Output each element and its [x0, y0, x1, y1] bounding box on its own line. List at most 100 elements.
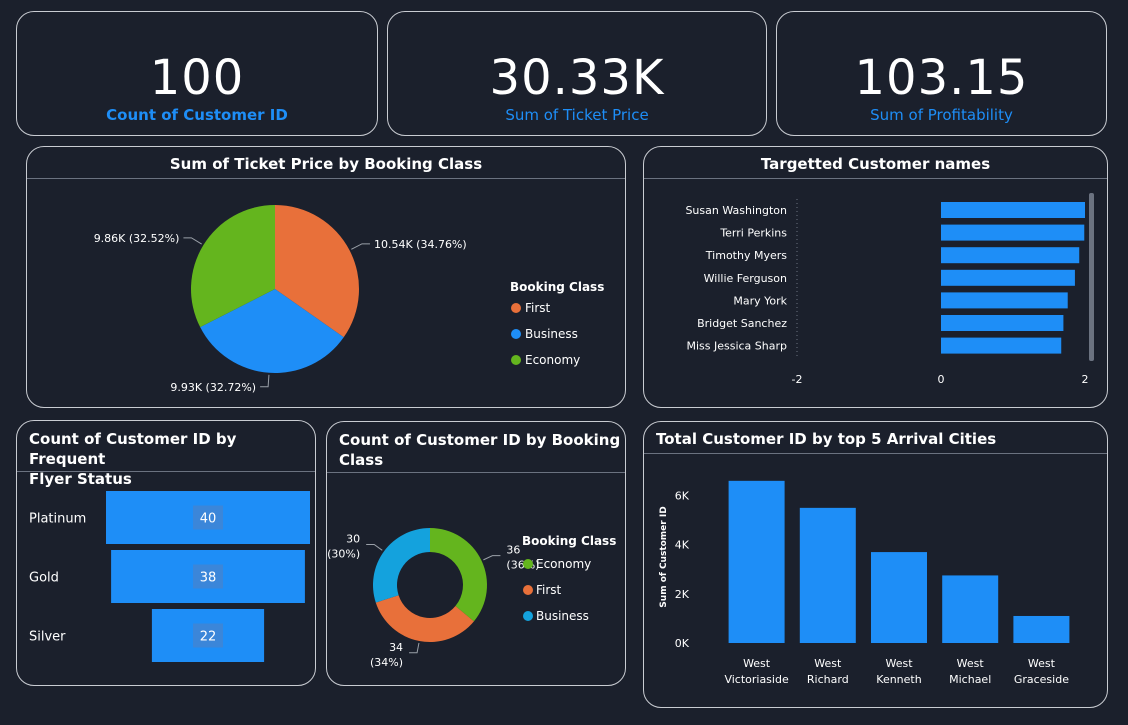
- chart-title-line-2: Class: [339, 451, 384, 469]
- category-label: Susan Washington: [685, 204, 787, 217]
- bar: [942, 575, 999, 643]
- bar: [728, 480, 785, 643]
- booking-class-donut-chart: 36 (36%) 34 (34%) 30 (30%) Booking Class Econom…: [327, 528, 616, 669]
- y-axis-label: Sum of Customer ID: [659, 506, 669, 607]
- pie-data-label: 9.86K (32.52%): [94, 232, 180, 245]
- kpi-label: Sum of Profitability: [870, 106, 1013, 124]
- legend-marker-business: [511, 329, 521, 339]
- y-tick-label: 2K: [675, 588, 690, 601]
- legend-title: Booking Class: [510, 280, 604, 294]
- data-label-box: [193, 623, 223, 648]
- bar: [941, 269, 1075, 286]
- legend-item-business: Business: [525, 327, 578, 341]
- kpi-label: Sum of Ticket Price: [505, 106, 649, 124]
- category-label: Timothy Myers: [705, 249, 787, 262]
- pie-leader-line: [260, 374, 270, 388]
- kpi-card-customer-count[interactable]: 100 Count of Customer ID: [16, 11, 378, 136]
- x-tick-label: 2: [1082, 373, 1089, 386]
- chart-title-line-1: Count of Customer ID by Booking: [339, 431, 621, 449]
- pie-slice-business: [200, 289, 344, 373]
- x-tick-label: West: [885, 657, 913, 670]
- donut-slice-first: [375, 595, 474, 642]
- donut-data-label-pct: (34%): [370, 656, 403, 669]
- x-tick-label: West: [957, 657, 985, 670]
- category-label: Miss Jessica Sharp: [686, 340, 787, 353]
- title-divider: [27, 178, 625, 179]
- donut-slice-economy: [430, 528, 487, 622]
- legend-marker-economy: [511, 355, 521, 365]
- chart-title: Count of Customer ID by Frequent Flyer S…: [29, 429, 315, 489]
- title-divider: [644, 453, 1107, 454]
- bar: [799, 507, 856, 643]
- title-divider: [644, 178, 1107, 179]
- bar: [941, 202, 1085, 218]
- booking-class-donut-card[interactable]: Count of Customer ID by Booking Class 36…: [326, 421, 626, 686]
- x-tick-label: West: [1028, 657, 1056, 670]
- x-tick-label: Kenneth: [876, 673, 921, 686]
- category-label: Platinum: [29, 512, 86, 527]
- chart-title: Count of Customer ID by Booking Class: [339, 430, 625, 470]
- donut-leader-line: [409, 642, 420, 654]
- donut-data-label: 34: [389, 641, 403, 654]
- kpi-value: 103.15: [854, 50, 1029, 106]
- chart-title: Total Customer ID by top 5 Arrival Citie…: [656, 430, 997, 448]
- chart-title: Sum of Ticket Price by Booking Class: [169, 155, 483, 173]
- y-tick-label: 6K: [675, 490, 690, 503]
- donut-data-label-pct: (30%): [327, 547, 360, 560]
- scrollbar: [1089, 193, 1094, 361]
- kpi-card-ticket-price[interactable]: 30.33K Sum of Ticket Price: [387, 11, 767, 136]
- pie-data-label: 9.93K (32.72%): [170, 381, 256, 394]
- x-tick-label: Graceside: [1014, 673, 1069, 686]
- ticket-price-pie-card[interactable]: Sum of Ticket Price by Booking Class 10.…: [26, 146, 626, 408]
- bar: [941, 337, 1062, 354]
- kpi-value: 30.33K: [489, 50, 665, 106]
- legend-item-first: First: [525, 301, 551, 315]
- category-label: Willie Ferguson: [704, 272, 787, 285]
- frequent-flyer-funnel-card[interactable]: Count of Customer ID by Frequent Flyer S…: [16, 420, 316, 686]
- legend-item-business: Business: [536, 609, 589, 623]
- data-label-box: [193, 564, 223, 589]
- funnel-data-label: 40: [200, 512, 217, 527]
- x-tick-label: Victoriaside: [724, 673, 789, 686]
- donut-slice-business: [373, 528, 430, 603]
- targetted-customers-bar-chart: Susan Washington Terri Perkins Timothy Mye…: [685, 193, 1094, 386]
- pie-slice-first: [275, 205, 360, 338]
- legend-item-economy: Economy: [536, 557, 591, 571]
- donut-data-label: 30: [346, 532, 360, 545]
- donut-leader-line: [366, 543, 383, 551]
- pie-leader-line: [351, 243, 370, 250]
- kpi-label: Count of Customer ID: [106, 106, 288, 124]
- chart-title-line-2: Flyer Status: [29, 470, 132, 488]
- legend-marker-first: [523, 585, 533, 595]
- x-tick-label: Richard: [807, 673, 849, 686]
- legend-item-economy: Economy: [525, 353, 580, 367]
- arrival-cities-card[interactable]: Total Customer ID by top 5 Arrival Citie…: [643, 421, 1108, 708]
- bar: [871, 552, 927, 643]
- targetted-customers-card[interactable]: Targetted Customer names Susan Washingto…: [643, 146, 1108, 408]
- ticket-price-pie-chart: 10.54K (34.76%) 9.93K (32.72%) 9.86K (32.5…: [94, 205, 604, 394]
- funnel-data-label: 22: [200, 630, 217, 645]
- funnel-data-label: 38: [200, 571, 217, 586]
- pie-slice-economy: [190, 205, 275, 328]
- category-label: Bridget Sanchez: [697, 317, 787, 330]
- bar: [941, 315, 1064, 331]
- bar: [941, 224, 1085, 241]
- title-divider: [327, 472, 625, 473]
- legend-marker-economy: [523, 559, 533, 569]
- title-divider: [17, 471, 315, 472]
- y-tick-label: 4K: [675, 539, 690, 552]
- category-label: Silver: [29, 630, 66, 645]
- category-label: Terri Perkins: [719, 227, 787, 240]
- x-tick-label: -2: [792, 373, 803, 386]
- x-tick-label: 0: [938, 373, 945, 386]
- legend-marker-business: [523, 611, 533, 621]
- x-tick-label: West: [743, 657, 771, 670]
- kpi-card-profitability[interactable]: 103.15 Sum of Profitability: [776, 11, 1107, 136]
- chart-title: Targetted Customer names: [760, 155, 991, 173]
- data-label-box: [193, 505, 223, 530]
- bar: [941, 292, 1068, 309]
- arrival-cities-bar-chart: Sum of Customer ID 0K 2K 4K 6K West Victoriasi…: [659, 480, 1070, 686]
- legend-item-first: First: [536, 583, 562, 597]
- y-tick-label: 0K: [675, 637, 690, 650]
- chart-title-line-1: Count of Customer ID by Frequent: [29, 430, 237, 468]
